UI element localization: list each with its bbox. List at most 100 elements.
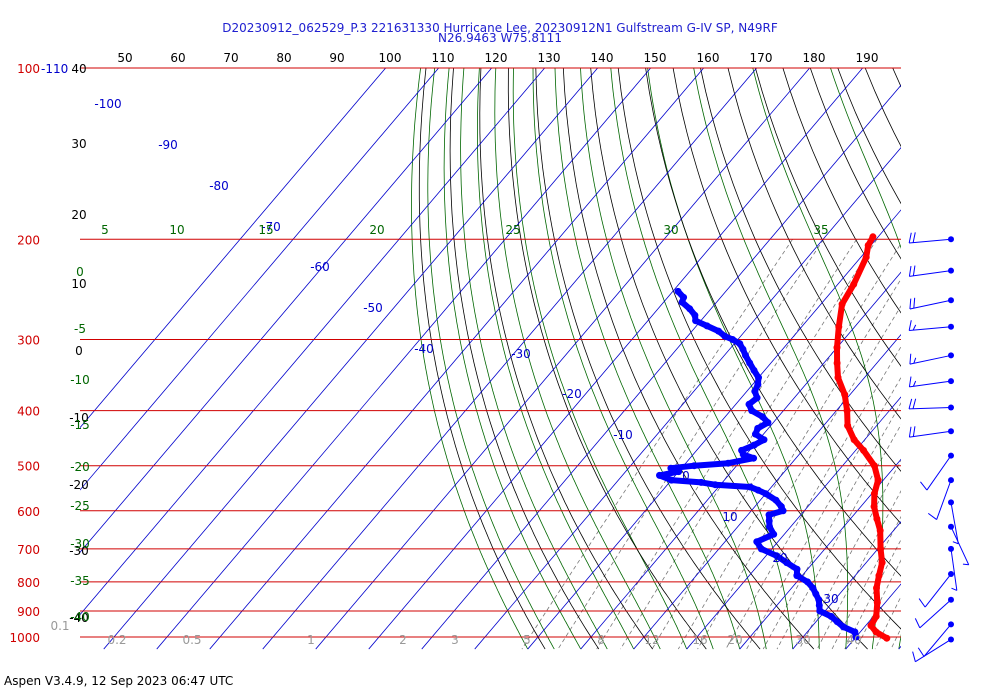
dewpoint-profile-point xyxy=(686,305,694,313)
wind-barb xyxy=(917,621,954,657)
moist-adiabat-line xyxy=(952,68,1000,649)
pressure-tick-label: 1000 xyxy=(9,631,40,645)
isotherm-line xyxy=(580,271,901,650)
top-scale-label: 60 xyxy=(170,51,185,65)
moist-adiabat-label: -10 xyxy=(70,373,90,387)
isotherm-line xyxy=(527,209,901,650)
isotherm-value-label: -40 xyxy=(414,342,434,356)
chart-subtitle: N26.9463 W75.8111 xyxy=(438,31,562,45)
moist-adiabat-line xyxy=(610,68,794,650)
isotherm-line xyxy=(156,68,652,650)
isotherm-line xyxy=(421,84,901,650)
dewpoint-profile-point xyxy=(779,507,787,515)
dewpoint-profile-point xyxy=(815,596,823,604)
temperature-profile-point xyxy=(867,622,875,630)
dewpoint-profile-point xyxy=(772,496,780,504)
temperature-profile-point xyxy=(873,584,880,592)
dewpoint-profile-point xyxy=(750,366,758,374)
dewpoint-profile-point xyxy=(742,351,749,359)
dewpoint-profile-point xyxy=(809,584,817,592)
mixing-ratio-line xyxy=(937,239,1000,649)
moist-adiabat-line xyxy=(580,68,767,650)
moist-adiabat-line xyxy=(443,68,582,650)
temperature-profile-point xyxy=(878,559,886,567)
dry-adiabat-line xyxy=(617,68,901,630)
dewpoint-profile-point xyxy=(833,618,841,626)
isotherm-line xyxy=(898,645,901,650)
isotherm-line xyxy=(474,146,901,650)
wind-barb xyxy=(914,596,954,629)
temperature-profile-point xyxy=(838,300,846,308)
mixing-ratio-line xyxy=(816,490,901,650)
pressure-tick-label: 800 xyxy=(17,576,40,590)
dewpoint-profile-point xyxy=(674,287,682,295)
isotherm-value-label: -70 xyxy=(261,220,281,234)
temperature-profile-point xyxy=(873,515,881,523)
dewpoint-profile-point xyxy=(757,545,765,553)
temperature-profile-point xyxy=(873,599,881,607)
pressure-tick-label: 300 xyxy=(17,333,40,347)
altitude-label: -20 xyxy=(69,478,89,492)
theta-e-label: 5 xyxy=(101,223,109,237)
dewpoint-profile-point xyxy=(793,565,801,573)
dry-adiabat-line xyxy=(449,68,600,650)
pressure-tick-label: 500 xyxy=(17,460,40,474)
dry-adiabat-line xyxy=(975,68,1000,649)
dewpoint-profile-point xyxy=(746,483,754,491)
dewpoint-profile-point xyxy=(812,590,820,598)
mixing-ratio-line xyxy=(557,239,824,650)
dry-adiabat-line xyxy=(418,68,546,650)
mixing-ratio-line xyxy=(776,423,901,650)
isotherm-value-label: -30 xyxy=(511,347,531,361)
mixing-ratio-label: 5 xyxy=(523,633,531,647)
temperature-profile-point xyxy=(877,545,885,553)
isotherm-value-label: 0 xyxy=(682,469,690,483)
isotherm-line xyxy=(315,68,811,650)
temperature-profile-point xyxy=(872,612,880,620)
pressure-tick-label: 100 xyxy=(17,62,40,76)
dewpoint-profile-point xyxy=(739,451,747,459)
temperature-profile-point xyxy=(876,527,884,534)
isotherm-value-label: -20 xyxy=(562,387,582,401)
mixing-ratio-line xyxy=(874,595,901,650)
wind-barb xyxy=(908,426,954,438)
mixing-ratio-line xyxy=(844,538,901,650)
dry-adiabat-line xyxy=(479,68,653,650)
top-scale-label: 100 xyxy=(379,51,402,65)
isotherm-value-label: -80 xyxy=(209,179,229,193)
altitude-label: 30 xyxy=(71,137,86,151)
dewpoint-profile-point xyxy=(739,345,747,353)
dewpoint-profile-point xyxy=(750,454,758,462)
temperature-profile-point xyxy=(833,344,841,352)
wind-barb xyxy=(908,265,954,277)
pressure-tick-label: 900 xyxy=(17,605,40,619)
top-scale-label: 80 xyxy=(276,51,291,65)
dewpoint-profile-point xyxy=(691,311,699,319)
theta-e-label: 15 xyxy=(258,223,273,237)
moist-adiabat-line xyxy=(411,68,529,650)
moist-adiabat-label: 0 xyxy=(76,265,84,279)
dewpoint-profile-point xyxy=(675,468,683,476)
dry-adiabat-line xyxy=(590,68,868,650)
moist-adiabat-line xyxy=(476,68,635,650)
dewpoint-profile-point xyxy=(751,387,759,395)
pressure-tick-extra-label: -110 xyxy=(41,62,68,76)
isotherm-line xyxy=(739,458,901,650)
isotherm-value-label: -50 xyxy=(363,301,383,315)
dewpoint-profile-point xyxy=(816,607,824,615)
temperature-profile-point xyxy=(843,407,851,415)
dewpoint-profile-point xyxy=(678,298,686,306)
isotherm-value-label: -100 xyxy=(94,97,121,111)
isotherm-value-label: 10 xyxy=(722,510,737,524)
mixing-ratio-line xyxy=(725,345,901,650)
temperature-profile-point xyxy=(850,280,858,288)
mixing-ratio-line xyxy=(917,239,1000,649)
dry-adiabat-line xyxy=(920,68,1000,649)
moist-adiabat-label: -35 xyxy=(70,574,90,588)
mixing-ratio-label: 40 xyxy=(846,633,861,647)
temperature-profile-point xyxy=(860,446,867,454)
moist-adiabat-label: -40 xyxy=(70,610,90,624)
temperature-profile-point xyxy=(872,628,880,636)
temperature-profile-point xyxy=(862,253,870,261)
wind-barb xyxy=(948,499,959,545)
